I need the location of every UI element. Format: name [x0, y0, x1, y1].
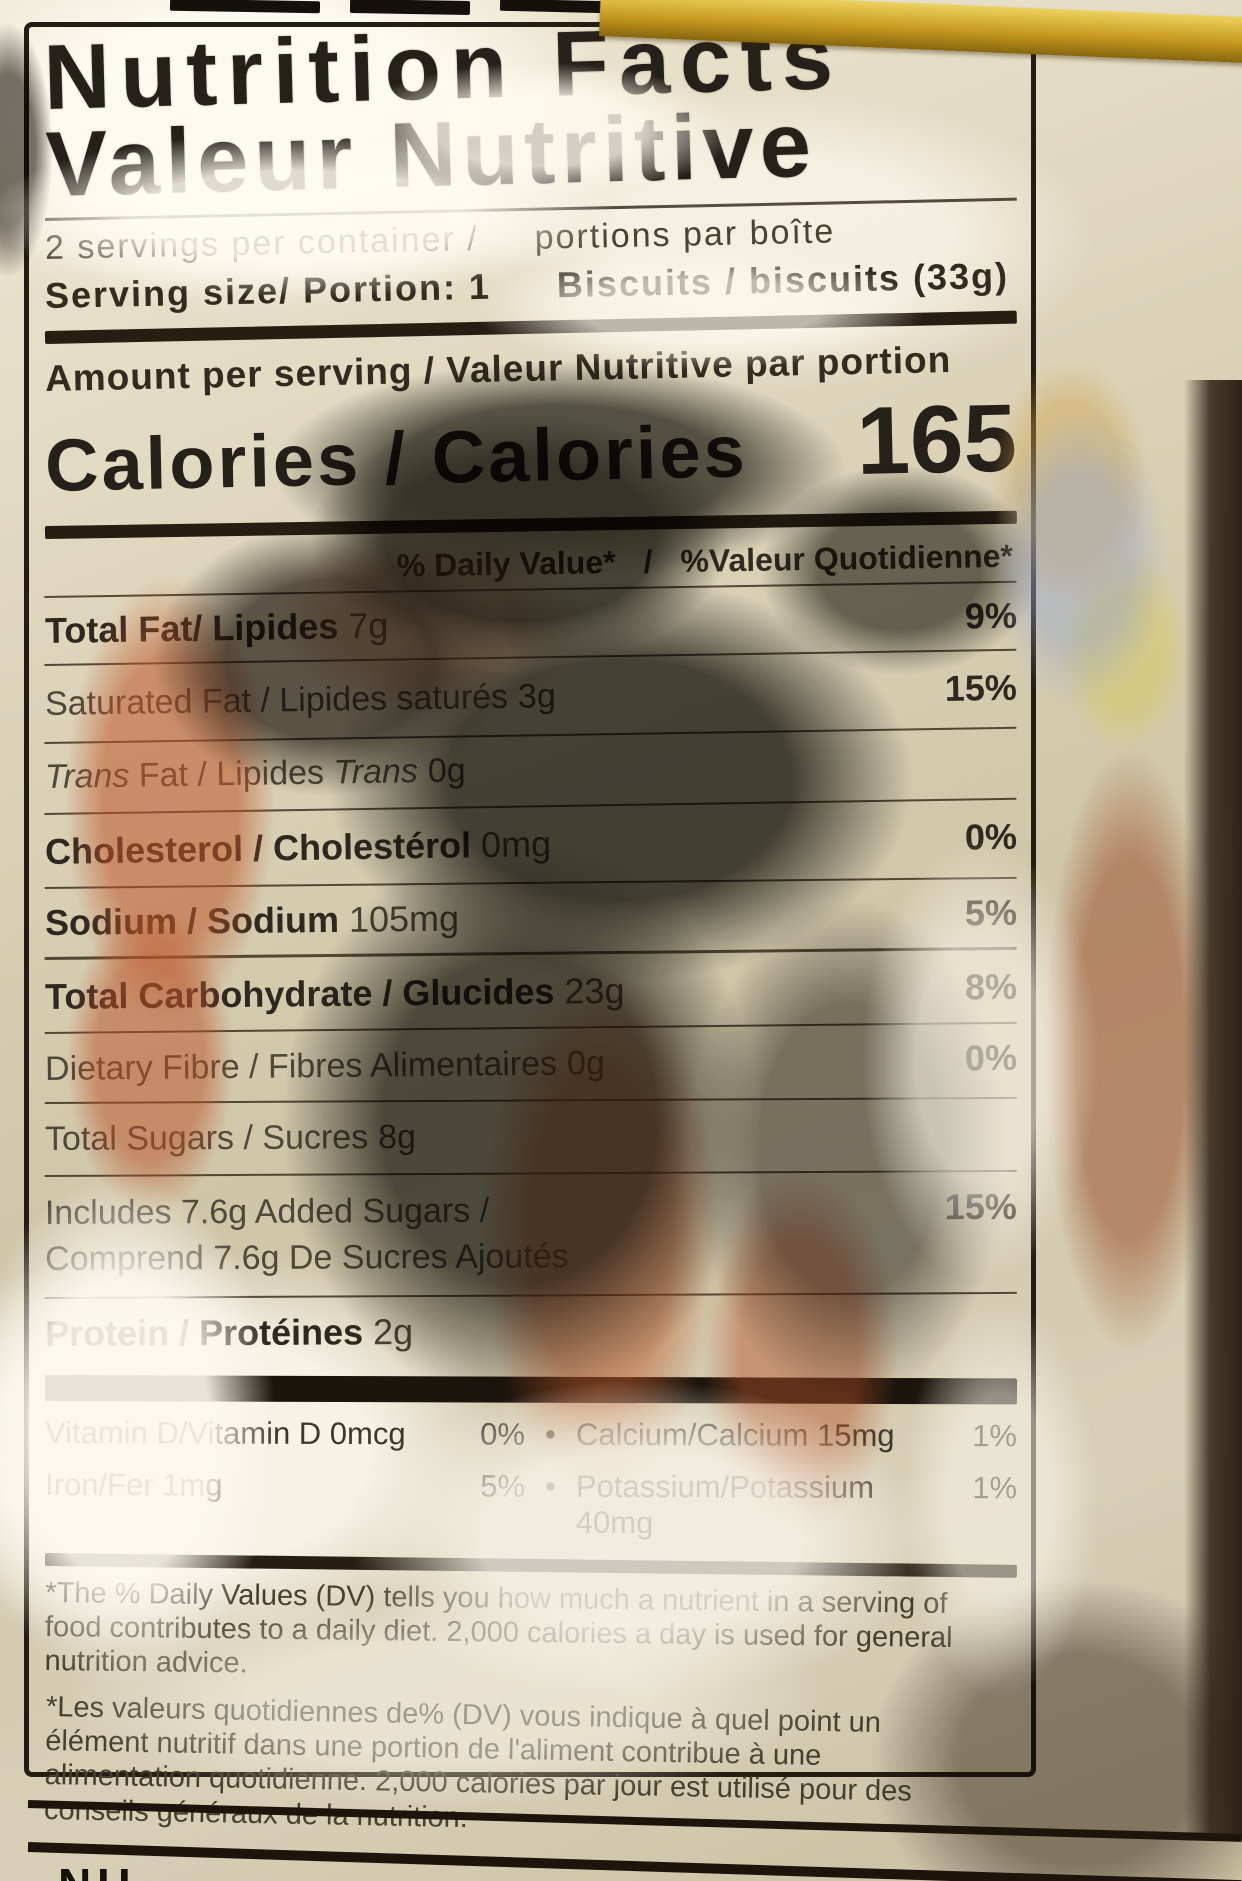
micro-right-dv: 1%	[972, 1469, 1018, 1505]
nutrient-name: Comprend 7.6g De Sucres Ajoutés	[45, 1236, 569, 1278]
cropped-bottom-print: NU	[58, 1858, 136, 1881]
micronutrient-row-vitamin-d-calcium: Vitamin D/Vitamin D 0mcg 0% • Calcium/Ca…	[45, 1407, 1017, 1462]
nutrient-name: Trans	[44, 756, 130, 796]
micro-left-dv: 0%	[480, 1416, 526, 1452]
divider-thick	[44, 1374, 1018, 1404]
nutrient-name: Total Carbohydrate / Glucides	[44, 970, 555, 1017]
footnote-english: *The % Daily Values (DV) tells you how m…	[44, 1576, 953, 1680]
package-fold-line	[27, 1842, 1242, 1881]
serving-size-label: Serving size/ Portion: 1	[44, 265, 492, 316]
nutrient-row-protein: Protein / Protéines 2g	[44, 1291, 1018, 1367]
nutrient-name: Cholesterol / Cholestérol	[44, 824, 472, 872]
nutrient-amount: 3g	[517, 676, 557, 716]
daily-value-header-english: % Daily Value*	[396, 543, 616, 584]
title-french: Valeur Nutritive	[44, 94, 819, 217]
nutrient-name: Sodium / Sodium	[44, 898, 340, 943]
nutrient-row-sodium: Sodium / Sodium 105mg 5%	[44, 876, 1018, 957]
micro-right-name: Calcium/Calcium 15mg	[575, 1416, 895, 1453]
daily-value-header-french: %Valeur Quotidienne*	[680, 537, 1014, 579]
nutrient-name: Total Fat/ Lipides	[44, 605, 339, 651]
nutrient-row-total-carbohydrate: Total Carbohydrate / Glucides 23g 8%	[44, 946, 1018, 1032]
nutrient-amount: 0g	[566, 1043, 606, 1083]
nutrient-amount: 0mg	[480, 822, 552, 865]
nutrient-amount: 0g	[427, 751, 466, 790]
serving-size-value: Biscuits / biscuits (33g)	[556, 254, 1010, 306]
nutrient-dv: 8%	[964, 965, 1018, 1008]
cropped-package-print	[499, 0, 611, 14]
micro-left-dv: 5%	[480, 1468, 526, 1504]
nutrient-row-total-sugars: Total Sugars / Sucres 8g	[44, 1096, 1018, 1175]
nutrient-row-saturated-fat: Saturated Fat / Lipides saturés 3g 15%	[44, 648, 1018, 742]
nutrient-name: Trans	[333, 751, 419, 792]
nutrient-name: Saturated Fat / Lipides saturés	[44, 677, 509, 723]
divider-medium	[44, 1552, 1018, 1578]
calories-row: Calories / Calories 165	[44, 381, 1018, 519]
footnote-french: *Les valeurs quotidiennes de% (DV) vous …	[43, 1691, 913, 1835]
nutrient-amount: 105mg	[348, 897, 460, 940]
calories-label: Calories / Calories	[44, 409, 749, 507]
nutrient-row-added-sugars: Includes 7.6g Added Sugars / Comprend 7.6…	[44, 1169, 1018, 1297]
servings-french: portions par boîte	[534, 212, 836, 257]
label-title-block: Nutrition Facts Valeur Nutritive	[43, 6, 1019, 217]
package-right-edge	[1184, 380, 1242, 1840]
cropped-package-print	[169, 0, 321, 14]
nutrient-dv: 0%	[964, 1036, 1018, 1079]
nutrient-row-cholesterol: Cholesterol / Cholestérol 0mg 0%	[44, 797, 1018, 887]
nutrition-facts-panel: Nutrition Facts Valeur Nutritive 2 servi…	[24, 6, 1036, 1834]
nutrient-name: Fat / Lipides	[129, 753, 334, 795]
nutrient-name: Total Sugars / Sucres	[44, 1118, 369, 1158]
daily-value-header-slash: /	[643, 543, 653, 580]
nutrient-dv: 0%	[964, 815, 1018, 858]
nutrient-dv: 15%	[944, 1185, 1017, 1228]
bullet-separator: •	[544, 1416, 556, 1452]
nutrient-name: Dietary Fibre / Fibres Alimentaires	[44, 1044, 558, 1088]
nutrient-amount: 2g	[372, 1310, 414, 1352]
cropped-package-print	[349, 0, 471, 16]
nutrient-amount: 23g	[564, 969, 625, 1012]
nutrient-dv: 9%	[964, 594, 1018, 637]
micro-right-dv: 1%	[972, 1417, 1018, 1453]
nutrient-name: Includes 7.6g Added Sugars /	[44, 1191, 490, 1232]
nutrient-amount: 7g	[347, 604, 389, 647]
micro-left-name: Vitamin D/Vitamin D 0mcg	[44, 1414, 406, 1451]
micro-right-name: Potassium/Potassium 40mg	[575, 1468, 875, 1540]
micro-left-name: Iron/Fer 1mg	[45, 1466, 223, 1503]
micronutrient-row-iron-potassium: Iron/Fer 1mg 5% • Potassium/Potassium 40…	[45, 1459, 1017, 1550]
nutrient-row-dietary-fibre: Dietary Fibre / Fibres Alimentaires 0g 0%	[44, 1021, 1018, 1102]
bullet-separator: •	[545, 1468, 556, 1504]
nutrient-dv: 5%	[964, 891, 1018, 934]
nutrient-amount: 8g	[378, 1117, 417, 1157]
nutrient-dv: 15%	[944, 666, 1018, 709]
nutrient-name: Protein / Protéines	[44, 1310, 364, 1354]
servings-english: 2 servings per container /	[44, 219, 480, 267]
calories-value: 165	[855, 384, 1018, 495]
